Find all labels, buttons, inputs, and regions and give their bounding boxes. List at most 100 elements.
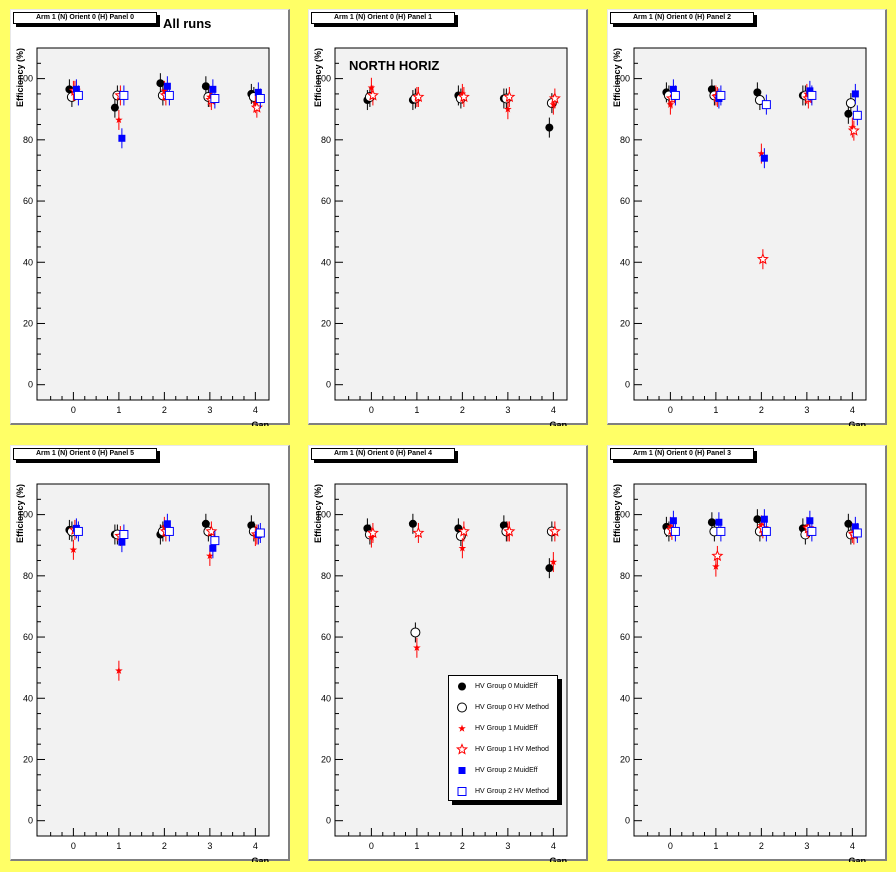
data-point <box>408 519 417 528</box>
data-point <box>115 115 123 124</box>
data-point <box>760 515 768 523</box>
y-tick-label: 60 <box>620 196 630 206</box>
data-point <box>712 562 720 570</box>
y-tick-label: 60 <box>321 196 331 206</box>
data-point <box>503 90 516 103</box>
y-tick-label: 60 <box>620 632 630 642</box>
legend-entry: HV Group 0 MuidEff <box>449 676 557 697</box>
data-point <box>163 82 171 90</box>
data-point <box>844 109 853 118</box>
data-point <box>666 100 675 108</box>
plot-frame <box>36 47 270 401</box>
data-point <box>669 85 677 93</box>
y-axis-label: Efficiency (%) <box>15 48 25 107</box>
data-point <box>545 564 554 573</box>
legend-marker-shape <box>457 702 467 713</box>
x-tick-label: 4 <box>551 405 556 415</box>
plot-frame <box>36 483 270 837</box>
y-tick-label: 20 <box>321 318 331 328</box>
chart-panel-4: 0 20 40 60 80 100 0 1 2 3 4 Gap Efficiency (%) Arm 1… <box>308 445 588 862</box>
x-tick-label: 4 <box>850 405 855 415</box>
data-point <box>716 90 726 100</box>
plot-frame <box>633 483 867 837</box>
y-tick-label: 0 <box>625 380 630 390</box>
plot-frame <box>334 47 568 401</box>
data-point <box>118 538 126 546</box>
y-tick-label: 20 <box>23 318 33 328</box>
x-tick-label: 2 <box>162 841 167 851</box>
x-tick-label: 4 <box>253 841 258 851</box>
data-point <box>666 522 675 531</box>
chart-panel-1: 0 20 40 60 80 100 0 1 2 3 4 Gap Efficiency (%) Arm 1… <box>308 9 588 426</box>
pad-title: Arm 1 (N) Orient 0 (H) Panel 5 <box>13 448 157 460</box>
data-point <box>807 90 817 100</box>
x-tick-label: 1 <box>116 405 121 415</box>
data-point <box>255 528 265 538</box>
annotation-label: All runs <box>163 16 212 31</box>
x-tick-label: 0 <box>369 405 374 415</box>
y-tick-label: 40 <box>321 257 331 267</box>
data-point <box>761 526 771 536</box>
x-tick-label: 2 <box>162 405 167 415</box>
data-point <box>549 100 558 108</box>
data-point <box>761 100 771 110</box>
x-tick-label: 2 <box>759 405 764 415</box>
data-point <box>366 89 379 101</box>
x-axis-label: Gap <box>549 856 567 862</box>
y-tick-label: 0 <box>625 816 630 826</box>
data-point <box>410 627 421 638</box>
data-point <box>69 545 78 554</box>
data-point <box>757 149 766 157</box>
data-point <box>209 544 217 552</box>
y-tick-label: 100 <box>316 510 331 520</box>
annotation-label: NORTH HORIZ <box>349 58 440 73</box>
data-point <box>545 123 554 132</box>
data-point <box>852 528 862 538</box>
data-point <box>760 154 768 162</box>
data-point <box>670 526 680 536</box>
pad-title: Arm 1 (N) Orient 0 (H) Panel 1 <box>311 12 455 24</box>
data-point <box>848 123 857 131</box>
data-point <box>367 533 376 541</box>
data-point <box>110 103 119 112</box>
data-point <box>366 526 379 539</box>
y-tick-label: 40 <box>620 693 630 703</box>
data-point <box>707 518 716 527</box>
legend-entry: HV Group 1 MuidEff <box>449 718 557 739</box>
legend-label: HV Group 2 MuidEff <box>475 767 538 774</box>
x-axis-label: Gap <box>848 856 866 862</box>
y-tick-label: 40 <box>23 693 33 703</box>
pad-title: Arm 1 (N) Orient 0 (H) Panel 3 <box>610 448 754 460</box>
data-point <box>807 526 817 536</box>
data-point <box>118 134 126 142</box>
legend-marker <box>458 767 466 774</box>
data-point <box>847 124 860 136</box>
chart-panel-2: 0 20 40 60 80 100 0 1 2 3 4 Gap Efficiency (%) Arm 1… <box>607 9 887 426</box>
y-tick-label: 20 <box>620 754 630 764</box>
data-point <box>457 525 470 537</box>
y-axis-label: Efficiency (%) <box>15 484 25 543</box>
data-point <box>255 94 265 104</box>
chart-svg: 0 20 40 60 80 100 0 1 2 3 4 Gap Efficiency (%) <box>313 47 568 426</box>
data-point <box>163 520 171 528</box>
y-tick-label: 100 <box>316 74 331 84</box>
data-point <box>503 525 516 537</box>
y-tick-label: 40 <box>321 693 331 703</box>
y-tick-label: 20 <box>620 318 630 328</box>
data-point <box>548 92 561 104</box>
x-tick-label: 1 <box>713 841 718 851</box>
legend-marker-shape <box>458 767 466 774</box>
data-point <box>753 515 762 524</box>
data-point <box>73 90 83 100</box>
chart-svg: 0 20 40 60 80 100 0 1 2 3 4 Gap Efficiency (%) <box>15 483 270 862</box>
x-tick-label: 2 <box>460 841 465 851</box>
y-axis-label: Efficiency (%) <box>313 48 323 107</box>
data-point <box>413 643 421 651</box>
chart-panel-3: 0 20 40 60 80 100 0 1 2 3 4 Gap Efficiency (%) Arm 1… <box>607 445 887 862</box>
plot-frame <box>633 47 867 401</box>
y-tick-label: 60 <box>321 632 331 642</box>
data-point <box>205 525 218 537</box>
y-tick-label: 40 <box>23 257 33 267</box>
legend-marker-shape <box>455 743 469 755</box>
data-point <box>549 558 558 566</box>
